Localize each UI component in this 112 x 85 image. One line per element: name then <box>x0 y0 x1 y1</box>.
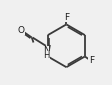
Text: H: H <box>43 51 49 60</box>
Text: F: F <box>63 12 68 22</box>
Text: F: F <box>88 56 93 65</box>
Text: O: O <box>17 26 24 35</box>
Text: N: N <box>43 46 50 55</box>
